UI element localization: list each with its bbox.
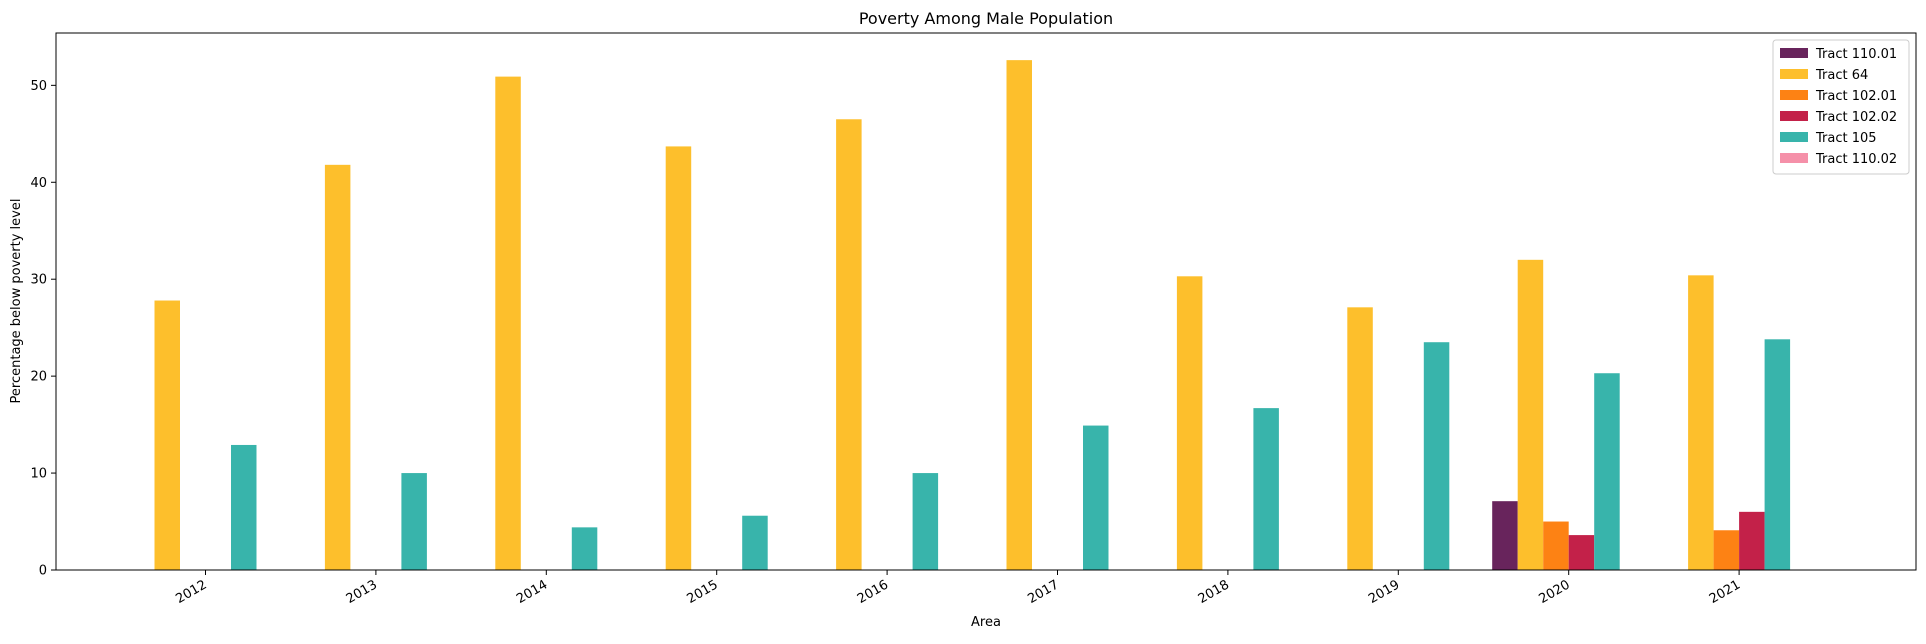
legend-label: Tract 110.01 [1815,47,1897,62]
bar [1083,425,1109,570]
bar [1492,501,1518,570]
bar [1713,530,1740,570]
bar [1347,307,1373,570]
legend-swatch [1780,153,1808,163]
legend-label: Tract 110.02 [1815,152,1897,167]
legend-swatch [1780,111,1808,121]
legend-swatch [1780,48,1808,58]
y-axis: 0 10 20 30 40 50 [30,79,56,579]
x-tick-label: 2012 [173,577,209,607]
bar [401,473,427,570]
y-tick-label: 50 [30,79,47,94]
x-tick-label: 2018 [1196,577,1232,607]
x-tick-label: 2017 [1025,577,1061,607]
bar [231,444,257,570]
legend-swatch [1780,69,1808,79]
bar [1423,342,1450,570]
x-tick-label: 2020 [1537,577,1573,607]
legend-swatch [1780,132,1808,142]
x-tick-label: 2019 [1366,577,1402,607]
legend: Tract 110.01 Tract 64 Tract 102.01 Tract 10… [1772,39,1910,175]
bar [154,300,180,570]
x-tick-label: 2015 [685,577,721,607]
bar [1594,373,1620,570]
bar [1543,521,1569,570]
bar [1176,276,1203,570]
plot-frame [55,32,1917,571]
legend-swatch [1780,90,1808,100]
y-tick-label: 30 [30,273,47,288]
chart-title: Poverty Among Male Population [859,9,1113,28]
bars-group [154,60,1791,571]
bar [1517,259,1544,570]
bar [495,76,521,571]
x-tick-label: 2016 [855,577,891,607]
y-tick-label: 0 [39,564,47,579]
x-tick-label: 2014 [514,577,550,607]
x-tick-label: 2013 [344,577,380,607]
legend-label: Tract 105 [1815,131,1877,146]
x-axis-label: Area [971,615,1001,630]
bar [1739,511,1765,570]
bar [1253,408,1279,570]
legend-label: Tract 102.02 [1815,110,1897,125]
bar [1764,339,1791,570]
bar [912,473,939,570]
bar [571,527,598,570]
y-axis-label: Percentage below poverty level [9,199,24,404]
x-tick-label: 2021 [1707,577,1743,607]
bar [742,515,768,570]
legend-label: Tract 102.01 [1815,89,1897,104]
bar [836,119,862,571]
legend-label: Tract 64 [1815,68,1868,83]
bar [665,146,692,570]
y-tick-label: 20 [30,370,47,385]
bar [1568,535,1595,570]
x-axis: 2012 2013 2014 2015 2016 2017 2018 2019 2020 2021 [173,570,1743,607]
y-tick-label: 40 [30,176,47,191]
bar [1006,60,1032,570]
bar [324,164,351,570]
bar [1688,275,1714,570]
y-tick-label: 10 [30,467,47,482]
